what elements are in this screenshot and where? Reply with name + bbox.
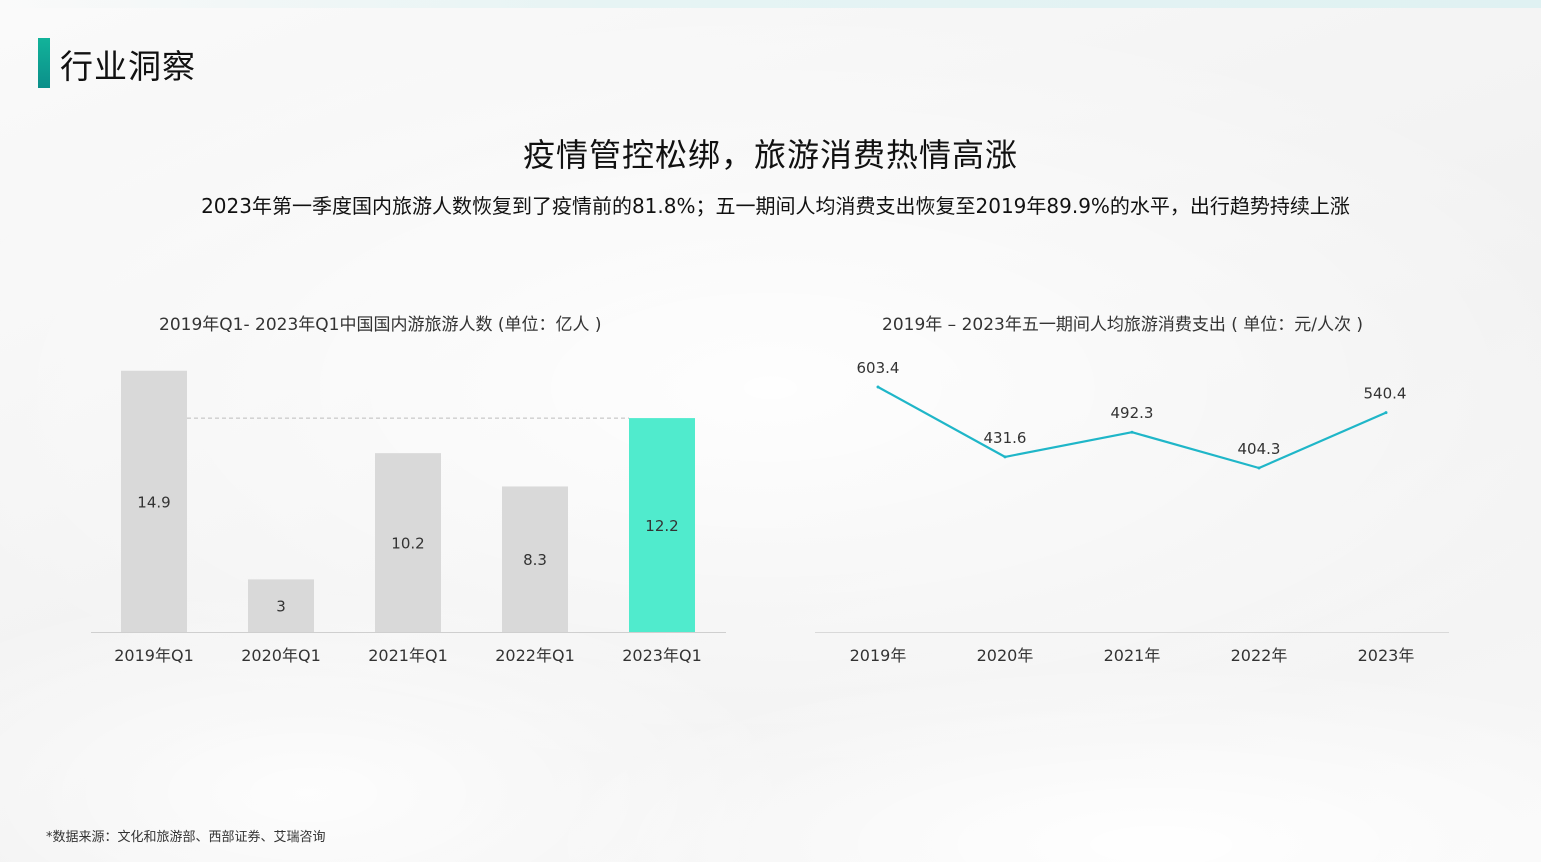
- line-point: [1257, 466, 1261, 470]
- bar-value-label: 8.3: [523, 551, 547, 569]
- x-tick-label: 2023年: [1358, 646, 1415, 665]
- bar-value-label: 3: [276, 598, 286, 616]
- slide-title: 疫情管控松绑，旅游消费热情高涨: [522, 136, 1018, 174]
- line-value-label: 492.3: [1111, 404, 1154, 422]
- line-point: [1384, 411, 1388, 415]
- x-tick-label: 2020年: [977, 646, 1034, 665]
- bar-value-label: 10.2: [391, 535, 424, 553]
- line-chart: 603.4 2019年 431.6 2020年 492.3 2021年 404.3 2022年…: [815, 359, 1449, 665]
- x-tick-label: 2022年: [1231, 646, 1288, 665]
- line-point: [1130, 430, 1134, 434]
- bar-2022年Q1: [502, 486, 568, 632]
- slide-subtitle: 2023年第一季度国内旅游人数恢复到了疫情前的81.8%；五一期间人均消费支出恢…: [201, 194, 1350, 218]
- line-series: [877, 386, 1387, 470]
- x-tick-label: 2020年Q1: [241, 646, 321, 665]
- x-tick-label: 2019年Q1: [114, 646, 194, 665]
- top-accent-strip: [0, 0, 1541, 8]
- bar-chart: 14.9 2019年Q1 3 2020年Q1 10.2 2021年Q1 8.3 2022年Q1…: [91, 370, 726, 665]
- bar-value-label: 12.2: [645, 517, 678, 535]
- line-value-label: 603.4: [857, 359, 900, 377]
- x-tick-label: 2023年Q1: [622, 646, 702, 665]
- line-point: [876, 385, 880, 389]
- data-source-note: *数据来源：文化和旅游部、西部证券、艾瑞咨询: [46, 830, 326, 845]
- x-tick-label: 2022年Q1: [495, 646, 575, 665]
- header-accent-bar: [38, 38, 50, 88]
- bar-2021年Q1: [375, 453, 441, 632]
- x-tick-label: 2021年Q1: [368, 646, 448, 665]
- x-tick-label: 2019年: [850, 646, 907, 665]
- bar-2019年Q1: [121, 370, 187, 632]
- line-point: [1003, 455, 1007, 459]
- line-chart-title: 2019年 – 2023年五一期间人均旅游消费支出 ( 单位：元/人次 ): [882, 315, 1364, 335]
- line-value-label: 540.4: [1364, 385, 1407, 403]
- bar-2020年Q1: [248, 579, 314, 632]
- line-value-label: 404.3: [1238, 440, 1281, 458]
- bar-chart-title: 2019年Q1- 2023年Q1中国国内游旅游人数 (单位：亿人 ): [159, 315, 602, 335]
- x-tick-label: 2021年: [1104, 646, 1161, 665]
- section-title: 行业洞察: [60, 47, 196, 86]
- bar-value-label: 14.9: [137, 493, 170, 511]
- line-value-label: 431.6: [984, 429, 1027, 447]
- bar-2023年Q1: [629, 418, 695, 632]
